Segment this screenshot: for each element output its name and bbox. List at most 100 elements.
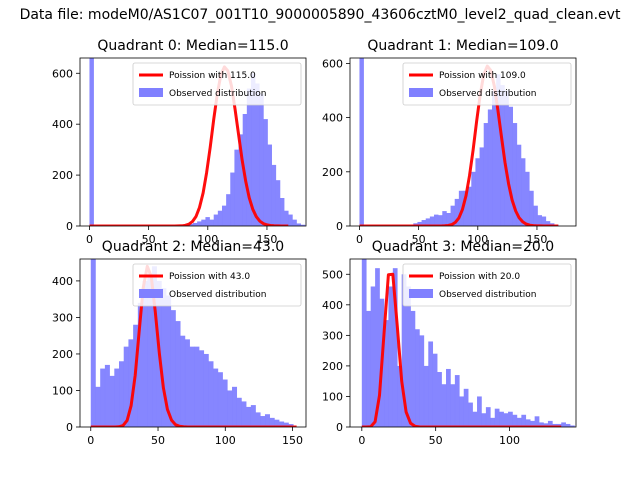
- histogram-bar: [238, 134, 243, 226]
- histogram-bar: [230, 172, 235, 226]
- histogram-bar: [483, 123, 489, 226]
- histogram-bar: [438, 215, 443, 226]
- histogram-bar: [226, 194, 231, 226]
- poisson-curve: [359, 64, 559, 226]
- histogram-bar: [508, 106, 513, 226]
- histogram-bar: [401, 274, 407, 427]
- figure-title-container: Data file: modeM0/AS1C07_001T10_90000058…: [0, 5, 640, 35]
- histogram-bar: [359, 58, 364, 226]
- histogram-bar: [437, 372, 442, 427]
- histogram-bar: [487, 109, 493, 226]
- histogram-bar: [450, 205, 456, 226]
- histogram-bar: [410, 310, 416, 427]
- histogram-bar: [221, 205, 227, 226]
- legend-label-poisson: Poission with 43.0: [169, 272, 250, 282]
- plot-area: [90, 259, 297, 427]
- y-tick-label: 300: [52, 311, 73, 324]
- y-tick-label: 400: [52, 275, 73, 288]
- x-tick-label: 50: [151, 434, 165, 447]
- chart-panel-0: 0 50 100 150 0 200 400 600 Quadrant 0: Median=11…: [52, 38, 307, 246]
- legend-label-observed: Observed distribution: [439, 290, 536, 300]
- histogram-bar: [570, 425, 575, 427]
- histogram-bar: [419, 335, 425, 427]
- histogram-bar: [205, 217, 210, 226]
- histogram-bar: [189, 346, 195, 427]
- legend-label-observed: Observed distribution: [169, 89, 266, 99]
- histogram-bar: [193, 222, 198, 226]
- y-tick-label: 0: [66, 220, 73, 233]
- histogram-bar: [454, 198, 460, 226]
- x-tick-label: 150: [256, 233, 277, 246]
- legend-box: [132, 62, 302, 106]
- histogram-bar: [279, 421, 285, 427]
- histogram-bar: [370, 286, 376, 427]
- histogram-bar: [525, 419, 531, 427]
- y-tick-label: 300: [322, 329, 343, 342]
- legend-bar-swatch: [139, 289, 163, 298]
- histogram-bar: [561, 422, 566, 427]
- y-tick-label: 200: [52, 348, 73, 361]
- histogram-bar: [442, 211, 447, 226]
- histogram-bar: [490, 417, 496, 427]
- plot-area: [89, 58, 306, 226]
- y-tick-label: 200: [52, 169, 73, 182]
- histogram-bar: [255, 83, 260, 226]
- histogram-bar: [472, 411, 478, 427]
- y-tick-label: 400: [52, 118, 73, 131]
- histogram-bar: [114, 368, 120, 427]
- y-tick-label: 200: [322, 166, 343, 179]
- histogram-bar: [499, 411, 504, 427]
- y-tick-label: 600: [322, 57, 343, 70]
- legend-box: [132, 263, 302, 307]
- histogram-bar: [184, 339, 190, 427]
- histogram-bar: [197, 221, 202, 226]
- histogram-bar: [425, 218, 431, 226]
- histogram-bar: [175, 321, 181, 427]
- histogram-bar: [481, 413, 487, 427]
- histogram-bar: [90, 259, 96, 427]
- histogram-bar: [471, 171, 476, 226]
- histogram-bar: [250, 73, 256, 226]
- histogram-bar: [227, 390, 233, 427]
- histogram-bar: [284, 210, 289, 226]
- histogram-bar: [222, 379, 228, 427]
- histogram-bar: [300, 224, 306, 226]
- poisson-curve: [90, 264, 297, 427]
- y-tick-label: 400: [322, 112, 343, 125]
- histogram-bar: [475, 158, 480, 226]
- histogram-bar: [269, 417, 275, 427]
- histogram-bar: [494, 408, 500, 427]
- histogram-bar: [504, 90, 509, 226]
- histogram-bar: [100, 368, 106, 427]
- histogram-bar: [296, 223, 301, 226]
- histogram-bar: [263, 119, 268, 226]
- histogram-bar: [292, 219, 297, 226]
- histogram-bar: [241, 401, 247, 427]
- histogram-bar: [104, 364, 110, 427]
- histogram-bar: [234, 149, 239, 226]
- histogram-bar: [454, 375, 460, 427]
- legend: Poission with 20.0 Observed distribution: [402, 263, 572, 307]
- chart-panel-2: 0 50 100 150 0 100 200 300 400 Quadrant 2: Median…: [52, 239, 307, 447]
- histogram-bar: [283, 422, 289, 427]
- histogram-bar: [89, 58, 94, 226]
- histogram-bar: [543, 423, 549, 427]
- x-tick-label: 100: [499, 434, 520, 447]
- histogram-bar: [520, 158, 526, 226]
- axes-frame: [349, 258, 577, 428]
- histogram-bar: [539, 422, 544, 427]
- histogram-bar: [414, 329, 420, 427]
- legend: Poission with 43.0 Observed distribution: [132, 263, 302, 307]
- poisson-curve: [89, 65, 289, 226]
- histogram-bar: [246, 88, 252, 226]
- histogram-bar: [491, 90, 497, 226]
- histogram-bar: [441, 384, 447, 427]
- histogram-bar: [361, 259, 367, 427]
- histogram-bar: [279, 198, 285, 226]
- histogram-bar: [271, 164, 277, 226]
- legend-label-observed: Observed distribution: [169, 290, 266, 300]
- histogram-bar: [201, 219, 206, 226]
- histogram-bar: [274, 419, 280, 427]
- histogram-bar: [275, 180, 281, 226]
